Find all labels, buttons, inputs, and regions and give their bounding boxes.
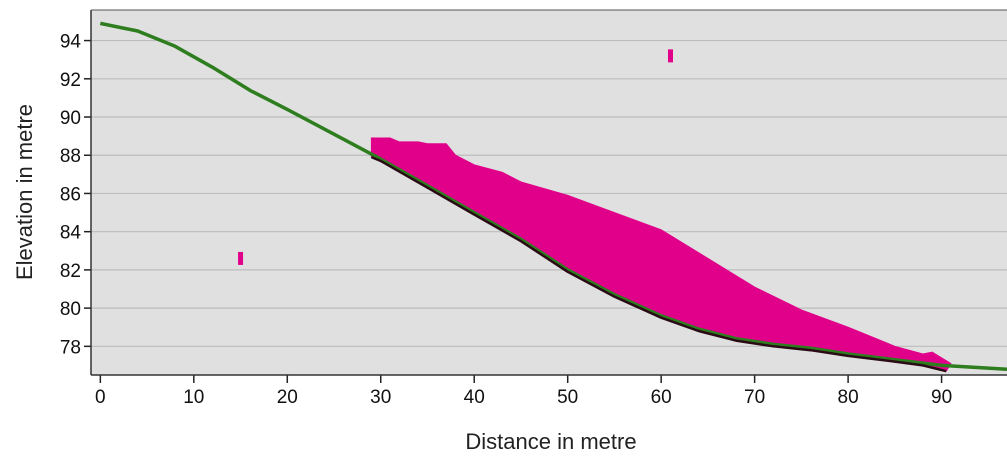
y-tick-label: 78 [60,337,81,358]
y-tick-label: 94 [60,32,82,53]
x-tick-label: 0 [95,387,106,408]
x-tick-label: 30 [370,387,391,408]
x-tick-label: 20 [277,387,298,408]
y-tick-label: 88 [60,146,81,167]
x-tick-label: 90 [931,387,952,408]
x-tick-label: 80 [838,387,859,408]
y-tick-label: 90 [60,108,81,129]
x-axis-label: Distance in metre [465,429,636,454]
y-tick-label: 86 [60,184,81,205]
y-tick-label: 84 [60,223,82,244]
y-tick-label: 80 [60,299,81,320]
x-tick-label: 60 [651,387,672,408]
y-tick-label: 92 [60,70,81,91]
x-tick-label: 70 [744,387,765,408]
marker-point [668,49,673,62]
y-tick-label: 82 [60,261,81,282]
y-axis-label: Elevation in metre [12,104,37,280]
x-tick-label: 10 [183,387,204,408]
x-tick-label: 40 [464,387,485,408]
marker-point [238,252,243,265]
x-tick-label: 50 [557,387,578,408]
